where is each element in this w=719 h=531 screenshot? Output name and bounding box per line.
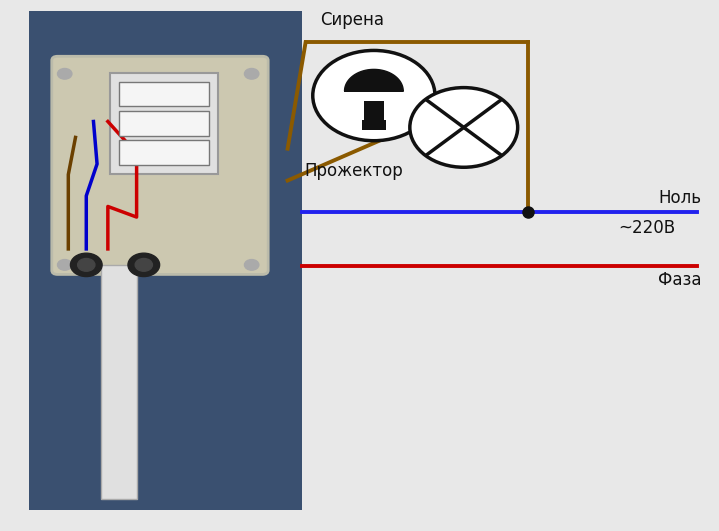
Text: Прожектор: Прожектор xyxy=(304,162,403,180)
FancyBboxPatch shape xyxy=(119,82,209,106)
Circle shape xyxy=(410,88,518,167)
Circle shape xyxy=(135,259,152,271)
Bar xyxy=(364,101,384,121)
Bar xyxy=(29,11,302,510)
Circle shape xyxy=(58,260,72,270)
Text: Фаза: Фаза xyxy=(657,271,701,289)
FancyBboxPatch shape xyxy=(52,56,268,275)
Circle shape xyxy=(244,68,259,79)
Circle shape xyxy=(78,259,95,271)
Circle shape xyxy=(313,50,435,141)
FancyBboxPatch shape xyxy=(119,140,209,165)
Circle shape xyxy=(58,68,72,79)
Text: Сирена: Сирена xyxy=(320,11,384,29)
Text: ~220В: ~220В xyxy=(619,219,676,237)
FancyBboxPatch shape xyxy=(110,73,218,174)
Bar xyxy=(101,265,137,499)
Bar xyxy=(362,121,386,130)
Polygon shape xyxy=(344,70,403,91)
Circle shape xyxy=(128,253,160,277)
Text: Ноль: Ноль xyxy=(658,189,701,207)
FancyBboxPatch shape xyxy=(119,111,209,135)
Circle shape xyxy=(70,253,102,277)
Circle shape xyxy=(244,260,259,270)
